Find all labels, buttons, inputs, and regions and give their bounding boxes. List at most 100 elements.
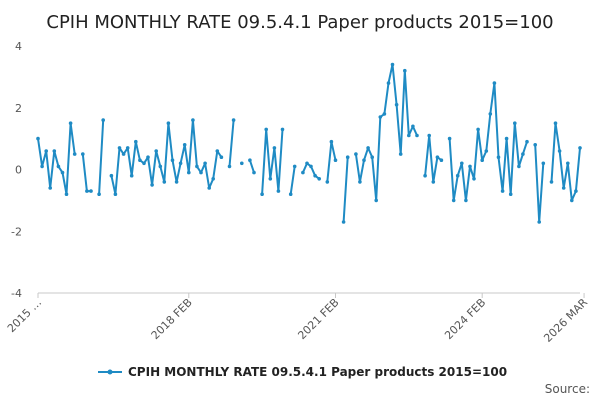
series-line	[110, 119, 223, 196]
x-tick-label: 2021 FEB	[295, 296, 341, 342]
data-point	[537, 220, 541, 224]
data-point	[386, 81, 391, 85]
data-point	[231, 118, 236, 122]
data-point	[525, 139, 529, 144]
x-axis: 2015 … 2018 FEB 2021 FEB 2024 FEB 2026 MAR	[5, 292, 590, 345]
series-line	[261, 128, 284, 196]
data-point	[496, 155, 501, 159]
data-point	[109, 173, 114, 178]
data-point	[533, 143, 537, 147]
series-line	[98, 119, 105, 196]
data-point	[317, 177, 322, 181]
data-point	[480, 158, 485, 162]
data-point	[517, 164, 521, 169]
data-point	[240, 161, 244, 166]
data-point	[85, 189, 89, 193]
data-point	[280, 127, 285, 132]
series-line	[81, 153, 92, 193]
data-point	[129, 173, 134, 178]
data-point	[341, 220, 346, 224]
data-point	[566, 161, 570, 166]
data-point	[382, 112, 387, 116]
data-point	[451, 198, 456, 203]
data-point	[578, 146, 582, 150]
series-line	[550, 122, 581, 202]
data-point	[333, 158, 338, 162]
data-point	[574, 189, 578, 193]
data-point	[150, 183, 154, 187]
y-tick-label: 2	[15, 102, 22, 115]
series-line	[534, 143, 545, 223]
data-point	[166, 121, 171, 125]
series-line	[289, 165, 296, 196]
data-point	[138, 158, 142, 162]
series-line	[424, 134, 443, 183]
data-point	[541, 161, 546, 166]
data-point	[447, 136, 452, 141]
y-tick-label: 4	[15, 40, 22, 53]
data-point	[557, 149, 562, 153]
data-point	[207, 186, 211, 190]
data-point	[455, 173, 460, 178]
data-point	[484, 149, 489, 153]
data-point	[219, 155, 224, 159]
data-point	[292, 164, 297, 169]
data-point	[44, 149, 48, 153]
data-point	[158, 164, 163, 169]
data-point	[325, 180, 330, 184]
data-point	[439, 158, 444, 162]
data-point	[191, 118, 195, 122]
series-line	[326, 140, 337, 183]
series-line	[448, 82, 528, 202]
data-point	[170, 158, 175, 162]
data-point	[154, 149, 158, 153]
data-point	[570, 198, 574, 203]
data-point	[260, 192, 264, 196]
data-point	[460, 161, 464, 166]
data-point	[508, 192, 513, 196]
data-point	[101, 118, 105, 122]
data-point	[146, 155, 150, 159]
data-point	[68, 121, 73, 125]
data-point	[162, 180, 167, 184]
data-point	[182, 143, 187, 147]
data-point	[504, 136, 509, 141]
data-point	[431, 180, 436, 184]
data-point	[370, 155, 375, 159]
data-point	[358, 180, 362, 184]
chart-title: CPIH MONTHLY RATE 09.5.4.1 Paper product…	[46, 12, 553, 33]
data-point	[48, 186, 52, 190]
data-point	[468, 164, 472, 169]
data-point	[60, 170, 65, 175]
source-label[interactable]: Source:	[545, 382, 590, 396]
data-point	[125, 146, 130, 150]
data-point	[142, 161, 146, 166]
series-line	[228, 119, 235, 168]
data-point	[72, 152, 77, 156]
data-point	[513, 121, 517, 125]
data-point	[345, 155, 350, 159]
data-point	[309, 164, 313, 169]
data-point	[199, 170, 203, 175]
data-point	[301, 170, 305, 175]
data-point	[81, 152, 85, 156]
data-point	[423, 173, 427, 178]
data-point	[329, 139, 334, 144]
data-point	[394, 102, 399, 107]
data-point	[276, 189, 281, 193]
data-point	[553, 121, 558, 125]
data-point	[248, 158, 252, 162]
data-point	[178, 161, 183, 166]
data-point	[211, 177, 215, 181]
data-point	[549, 180, 554, 184]
data-point	[403, 68, 407, 73]
data-point	[134, 139, 138, 144]
legend-label: CPIH MONTHLY RATE 09.5.4.1 Paper product…	[128, 365, 507, 379]
data-point	[488, 112, 493, 116]
data-point	[264, 127, 269, 132]
legend[interactable]: CPIH MONTHLY RATE 09.5.4.1 Paper product…	[98, 365, 507, 379]
y-axis: 4 2 0 -2 -4	[11, 40, 22, 300]
series-line	[248, 159, 255, 174]
data-point	[89, 189, 93, 193]
